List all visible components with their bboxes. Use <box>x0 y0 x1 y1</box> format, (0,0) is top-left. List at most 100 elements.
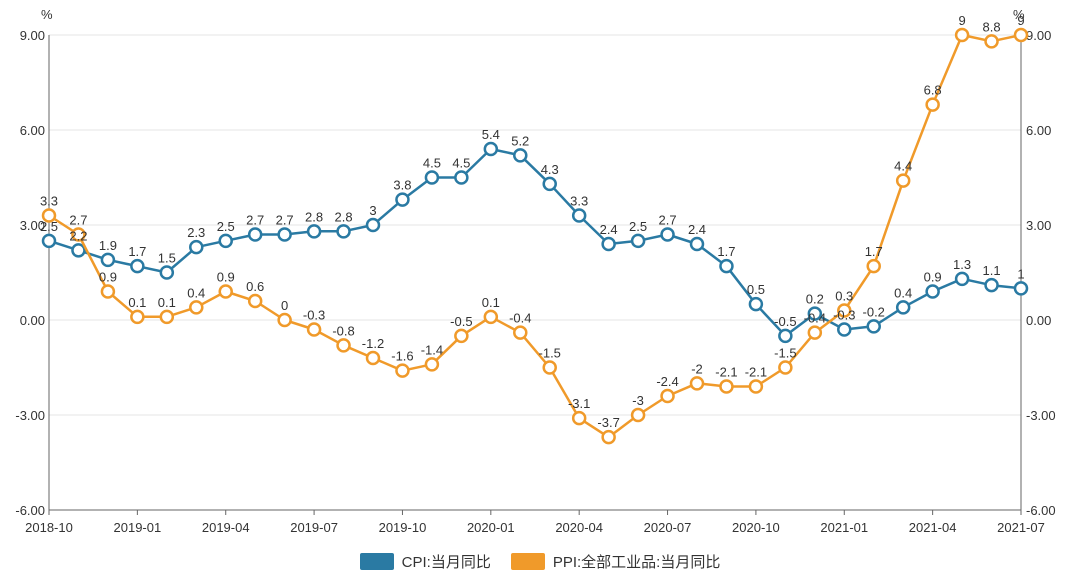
data-point[interactable] <box>336 338 351 353</box>
data-point[interactable] <box>100 284 116 299</box>
data-point[interactable] <box>424 357 440 372</box>
data-label: 0.1 <box>482 295 500 310</box>
data-point[interactable] <box>130 258 145 274</box>
data-point[interactable] <box>306 322 322 337</box>
data-point[interactable] <box>218 284 233 299</box>
data-point[interactable] <box>189 300 204 315</box>
data-point[interactable] <box>748 379 764 394</box>
data-point[interactable] <box>365 217 381 233</box>
data-point[interactable] <box>778 360 793 375</box>
data-point[interactable] <box>483 141 499 157</box>
series-lines <box>41 27 1029 445</box>
data-point[interactable] <box>454 328 469 344</box>
x-tick-label: 2020-01 <box>467 520 515 535</box>
data-point[interactable] <box>218 233 233 249</box>
x-tick-label: 2019-10 <box>379 520 427 535</box>
legend-swatch-ppi <box>510 552 545 570</box>
data-point[interactable] <box>571 208 587 223</box>
data-point[interactable] <box>277 227 292 242</box>
data-label: 4.3 <box>541 162 559 177</box>
data-point[interactable] <box>866 258 881 274</box>
data-point[interactable] <box>159 309 175 325</box>
left-y-tick-label: 3.00 <box>20 218 45 233</box>
data-label: 4.5 <box>452 156 470 171</box>
data-point[interactable] <box>71 243 86 258</box>
data-point[interactable] <box>100 252 116 268</box>
data-label: -0.5 <box>774 314 796 329</box>
data-point[interactable] <box>454 170 469 185</box>
data-point[interactable] <box>689 236 705 252</box>
legend-label-ppi: PPI:全部工业品:当月同比 <box>552 553 721 571</box>
data-point[interactable] <box>1013 281 1029 296</box>
data-point[interactable] <box>336 224 351 239</box>
data-point[interactable] <box>630 233 646 249</box>
data-label: 1 <box>1017 266 1024 281</box>
data-label: 3 <box>369 203 376 218</box>
data-point[interactable] <box>41 233 57 249</box>
data-point[interactable] <box>866 319 881 334</box>
data-label: -1.5 <box>774 346 796 361</box>
data-point[interactable] <box>837 322 852 337</box>
data-point[interactable] <box>660 388 675 404</box>
data-point[interactable] <box>807 325 823 340</box>
data-point[interactable] <box>189 239 204 255</box>
legend-item-cpi[interactable]: CPI:当月同比 <box>359 551 491 572</box>
data-label: 2.7 <box>276 213 294 228</box>
data-point[interactable] <box>601 429 616 445</box>
data-point[interactable] <box>954 271 970 287</box>
data-point[interactable] <box>247 227 263 242</box>
data-point[interactable] <box>542 176 557 192</box>
data-point[interactable] <box>837 303 852 318</box>
data-point[interactable] <box>689 376 705 391</box>
data-label: 2.8 <box>335 209 353 224</box>
data-point[interactable] <box>925 97 940 112</box>
data-point[interactable] <box>483 309 499 325</box>
data-label: 0.5 <box>747 282 765 297</box>
data-label: -2.4 <box>656 374 678 389</box>
data-label: 1.9 <box>99 238 117 253</box>
data-point[interactable] <box>159 265 175 280</box>
data-point[interactable] <box>984 34 999 49</box>
data-point[interactable] <box>984 277 999 293</box>
data-label: 0.6 <box>246 279 264 294</box>
data-point[interactable] <box>130 309 145 325</box>
data-point[interactable] <box>71 227 86 242</box>
legend-item-ppi[interactable]: PPI:全部工业品:当月同比 <box>510 551 721 572</box>
data-point[interactable] <box>660 227 675 242</box>
data-point[interactable] <box>895 300 911 315</box>
data-point[interactable] <box>542 360 557 375</box>
data-point[interactable] <box>925 284 940 299</box>
data-label: 9 <box>958 13 965 28</box>
data-point[interactable] <box>895 173 911 188</box>
data-point[interactable] <box>247 293 263 309</box>
data-label: 2.7 <box>69 213 87 228</box>
data-label: 4.4 <box>894 159 912 174</box>
x-tick-label: 2020-07 <box>644 520 692 535</box>
data-point[interactable] <box>424 170 440 185</box>
data-point[interactable] <box>395 192 410 207</box>
data-point[interactable] <box>601 236 616 252</box>
data-label: -0.2 <box>863 304 885 319</box>
data-label: 1.5 <box>158 251 176 266</box>
data-point[interactable] <box>719 379 734 394</box>
data-point[interactable] <box>365 350 381 366</box>
data-label: 0.2 <box>806 292 824 307</box>
data-point[interactable] <box>513 148 528 163</box>
data-label: 0.1 <box>128 295 146 310</box>
data-point[interactable] <box>41 208 57 223</box>
data-point[interactable] <box>778 328 793 344</box>
data-label: -2.1 <box>745 365 767 380</box>
data-point[interactable] <box>1013 27 1029 43</box>
data-point[interactable] <box>277 312 292 328</box>
data-point[interactable] <box>306 224 322 239</box>
data-point[interactable] <box>513 325 528 340</box>
data-point[interactable] <box>630 407 646 423</box>
data-label: 5.2 <box>511 133 529 148</box>
data-point[interactable] <box>719 258 734 274</box>
data-point[interactable] <box>748 296 764 312</box>
x-tick-label: 2020-04 <box>555 520 603 535</box>
data-point[interactable] <box>954 27 970 43</box>
data-point[interactable] <box>395 363 410 378</box>
data-point[interactable] <box>571 410 587 426</box>
data-point[interactable] <box>807 306 823 321</box>
